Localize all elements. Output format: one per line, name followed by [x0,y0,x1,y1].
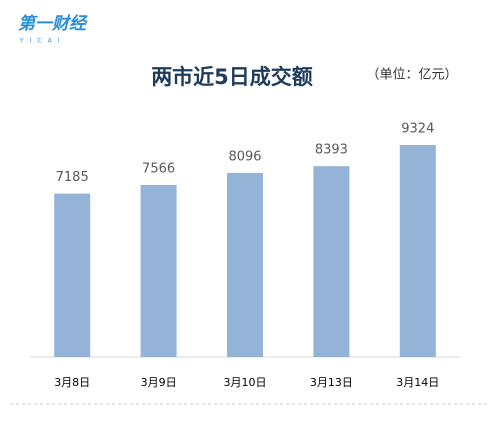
bar [227,172,263,357]
value-label: 7566 [142,161,175,176]
chart-subtitle: （单位：亿元） [366,68,457,83]
value-label: 8096 [228,149,261,164]
bar [54,193,91,357]
value-label: 9324 [401,121,434,136]
x-tick-label: 3月14日 [396,376,439,389]
value-label: 7185 [56,170,89,185]
x-tick-label: 3月13日 [310,376,353,389]
x-tick-label: 3月9日 [141,376,177,389]
bar [399,144,436,357]
x-tick-label: 3月8日 [54,376,90,389]
bar [313,166,350,357]
logo-sub: YICAI [19,38,66,45]
x-tick-label: 3月10日 [224,376,267,389]
logo: 第一财经 [18,14,88,34]
value-label: 8393 [315,143,348,158]
bar [140,184,177,357]
chart-title: 两市近5日成交额 [151,65,313,89]
